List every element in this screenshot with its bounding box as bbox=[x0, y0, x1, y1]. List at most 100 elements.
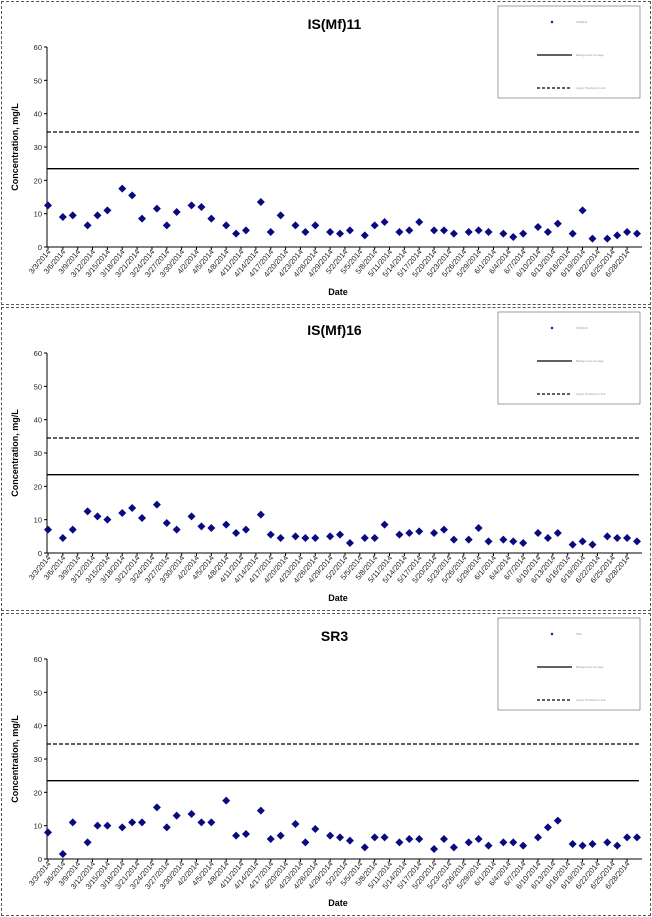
data-point bbox=[345, 539, 354, 547]
data-point bbox=[534, 529, 543, 537]
data-point bbox=[172, 525, 181, 534]
y-tick-label: 20 bbox=[34, 176, 42, 185]
legend-label: Background Average bbox=[576, 665, 604, 669]
data-point bbox=[256, 198, 265, 206]
data-point bbox=[128, 504, 137, 512]
data-point bbox=[370, 833, 379, 842]
data-point bbox=[44, 828, 52, 837]
data-point bbox=[345, 836, 354, 845]
data-point bbox=[633, 537, 641, 546]
data-point bbox=[588, 234, 597, 243]
legend-marker-icon bbox=[550, 326, 554, 330]
data-point bbox=[543, 228, 552, 236]
data-point bbox=[415, 527, 424, 536]
data-point bbox=[326, 831, 335, 840]
data-point bbox=[207, 524, 216, 532]
data-point bbox=[499, 838, 508, 847]
data-point bbox=[152, 803, 161, 812]
data-point bbox=[588, 540, 597, 549]
x-axis-label: Date bbox=[328, 898, 348, 908]
data-point bbox=[474, 524, 483, 532]
data-point bbox=[543, 823, 552, 832]
data-point bbox=[430, 226, 439, 235]
data-point bbox=[464, 535, 473, 544]
data-point bbox=[207, 818, 216, 827]
data-point bbox=[138, 214, 147, 223]
data-point bbox=[578, 206, 587, 215]
data-point bbox=[370, 221, 379, 230]
data-point bbox=[543, 534, 552, 542]
data-point bbox=[405, 529, 414, 537]
y-tick-label: 20 bbox=[34, 788, 42, 797]
data-point bbox=[439, 525, 448, 534]
data-point bbox=[207, 214, 216, 223]
data-point bbox=[103, 515, 112, 524]
data-point bbox=[118, 823, 127, 832]
data-point bbox=[360, 534, 369, 542]
data-point bbox=[68, 211, 77, 220]
data-point bbox=[301, 838, 310, 847]
legend-label: Upper Prediction Limit bbox=[576, 392, 606, 396]
y-axis-label: Concentration, mg/L bbox=[10, 715, 20, 803]
data-point bbox=[613, 841, 622, 850]
x-axis-label: Date bbox=[328, 287, 348, 297]
data-point bbox=[519, 539, 528, 547]
chart-panel-is-mf-16: IS(Mf)16 IS(Mf)16 Background Average Upper … bbox=[1, 307, 651, 611]
data-point bbox=[415, 835, 424, 843]
data-point bbox=[395, 530, 404, 539]
data-point bbox=[162, 823, 171, 832]
data-point bbox=[553, 219, 562, 228]
data-point bbox=[336, 229, 345, 238]
y-tick-label: 10 bbox=[34, 210, 42, 219]
data-point bbox=[128, 191, 137, 200]
data-point bbox=[439, 835, 448, 843]
data-point bbox=[266, 228, 275, 236]
y-axis-label: Concentration, mg/L bbox=[10, 103, 20, 191]
data-point bbox=[603, 838, 612, 847]
data-point bbox=[103, 206, 112, 215]
data-point bbox=[103, 821, 112, 830]
data-point bbox=[326, 228, 335, 236]
legend-label: Background Average bbox=[576, 53, 604, 57]
data-point bbox=[415, 218, 424, 226]
y-tick-label: 0 bbox=[38, 855, 42, 864]
data-point bbox=[568, 540, 577, 549]
legend-marker-icon bbox=[550, 632, 554, 636]
data-point bbox=[291, 820, 300, 828]
data-point bbox=[152, 500, 161, 509]
y-tick-label: 40 bbox=[34, 722, 42, 731]
data-point bbox=[568, 840, 577, 848]
data-point bbox=[336, 833, 345, 842]
data-point bbox=[623, 534, 632, 542]
data-point bbox=[519, 841, 528, 850]
data-point bbox=[474, 835, 483, 843]
data-point bbox=[241, 525, 250, 534]
data-point bbox=[291, 221, 300, 230]
data-point bbox=[395, 228, 404, 236]
data-point bbox=[519, 229, 528, 238]
data-point bbox=[449, 535, 458, 544]
data-point bbox=[360, 843, 369, 852]
data-point bbox=[370, 534, 379, 542]
data-point bbox=[405, 226, 414, 235]
data-point bbox=[58, 850, 67, 858]
y-axis-label: Concentration, mg/L bbox=[10, 409, 20, 497]
data-point bbox=[68, 818, 77, 827]
y-tick-label: 60 bbox=[34, 349, 42, 358]
data-point bbox=[44, 525, 52, 534]
y-tick-label: 10 bbox=[34, 822, 42, 831]
chart-svg: IS(Mf)16 IS(Mf)16 Background Average Upper … bbox=[10, 311, 642, 603]
data-point bbox=[336, 530, 345, 539]
legend-label: IS(Mf)16 bbox=[576, 326, 588, 330]
data-point bbox=[553, 529, 562, 537]
data-point bbox=[311, 825, 320, 833]
y-tick-label: 60 bbox=[34, 655, 42, 664]
data-point bbox=[187, 201, 196, 210]
data-point bbox=[118, 509, 127, 517]
data-point bbox=[613, 231, 622, 240]
data-point bbox=[430, 529, 439, 537]
y-tick-label: 50 bbox=[34, 382, 42, 391]
data-point bbox=[311, 221, 320, 230]
legend: IS(Mf)16 Background Average Upper Predicti… bbox=[497, 311, 641, 405]
chart-svg: IS(Mf)11 IS(Mf)11 Background Average Upper … bbox=[10, 5, 642, 297]
